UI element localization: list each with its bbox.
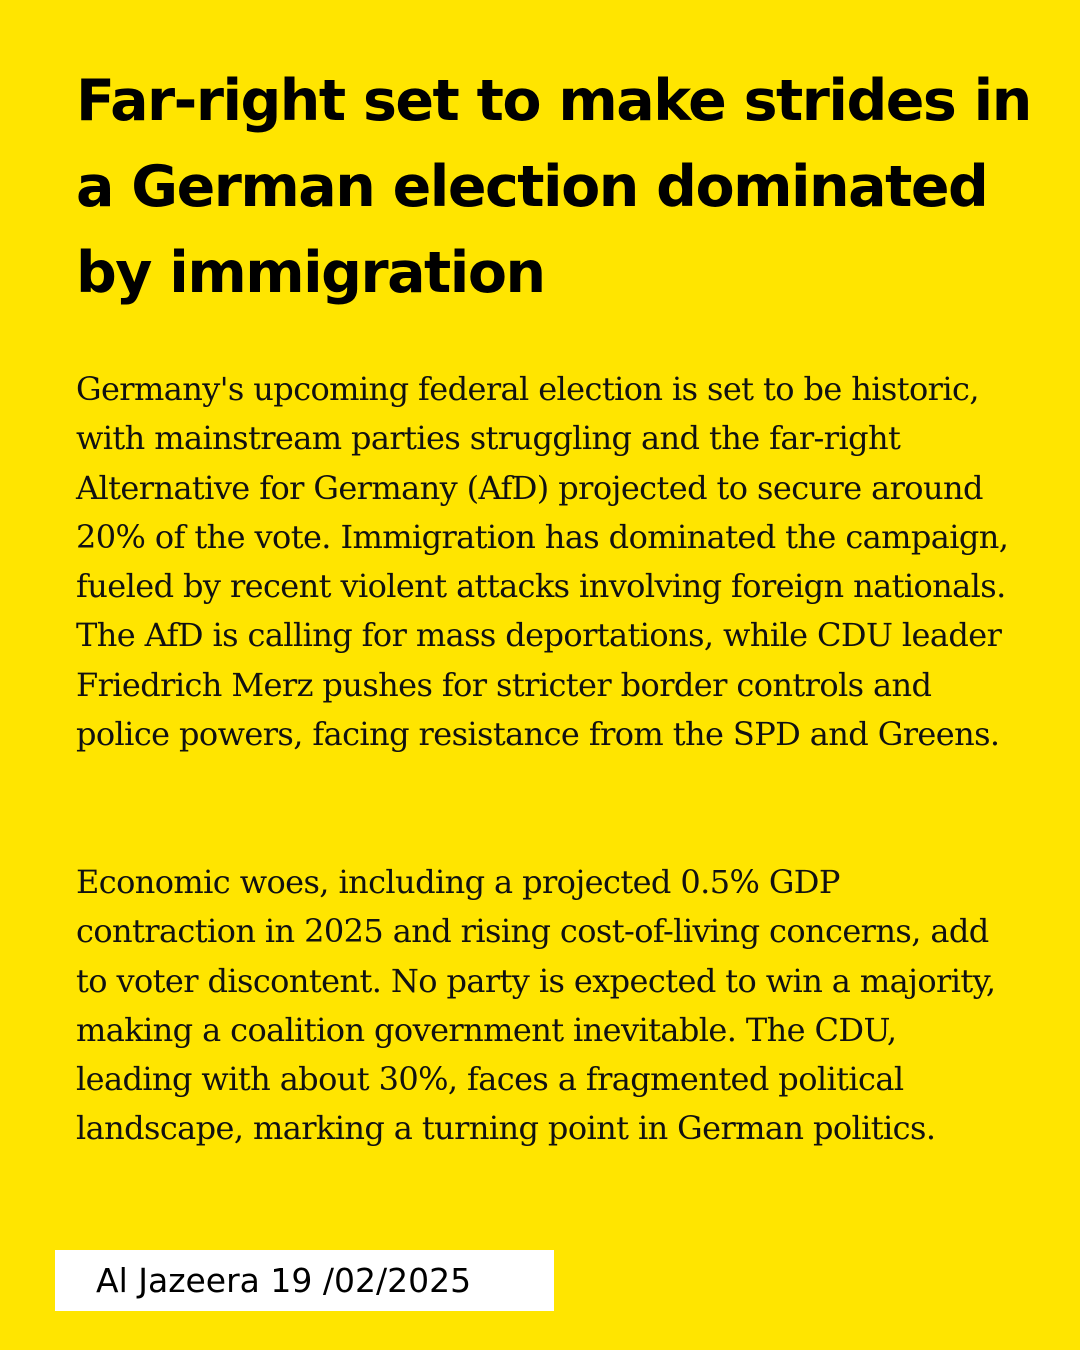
source-label: Al Jazeera 19 /02/2025 — [96, 1261, 472, 1300]
headline: Far-right set to make strides in a Germa… — [76, 68, 1032, 306]
body-paragraph-2: Economic woes, including a projected 0.5… — [76, 863, 996, 1148]
source-badge: Al Jazeera 19 /02/2025 — [55, 1250, 554, 1311]
body-paragraph-1: Germany's upcoming federal election is s… — [76, 370, 1009, 754]
